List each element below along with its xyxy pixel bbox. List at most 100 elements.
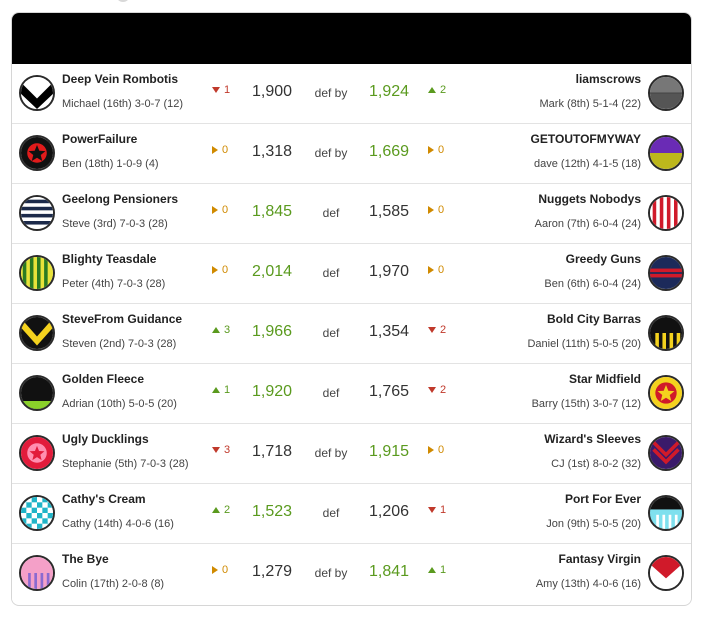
home-team-name: Deep Vein Rombotis xyxy=(62,72,179,86)
match-row[interactable]: Geelong Pensioners Steve (3rd) 7-0-3 (28)… xyxy=(12,184,691,244)
match-row[interactable]: Cathy's Cream Cathy (14th) 4-0-6 (16) 2 1,5… xyxy=(12,484,691,544)
home-coach-record: Ben (18th) 1-0-9 (4) xyxy=(62,158,159,170)
home-rank-change: 3 xyxy=(212,324,230,336)
arrow-right-icon xyxy=(428,206,434,215)
home-team-name: Blighty Teasdale xyxy=(62,252,157,266)
home-coach-record: Steve (3rd) 7-0-3 (28) xyxy=(62,218,168,230)
arrow-down-icon xyxy=(428,387,436,394)
match-result: def xyxy=(322,506,340,520)
away-team-name: Greedy Guns xyxy=(565,252,641,266)
home-coach-record: Cathy (14th) 4-0-6 (16) xyxy=(62,518,174,530)
away-score: 1,924 xyxy=(368,83,410,100)
away-score: 1,915 xyxy=(368,443,410,460)
away-rank-change: 2 xyxy=(428,84,446,96)
match-result: def xyxy=(322,326,340,340)
arrow-right-icon xyxy=(428,266,434,275)
match-result: def by xyxy=(314,446,348,460)
rank-change-value: 2 xyxy=(440,324,447,337)
match-result: def xyxy=(322,386,340,400)
home-rank-change: 0 xyxy=(212,564,228,576)
arrow-up-icon xyxy=(212,387,220,394)
away-score: 1,354 xyxy=(368,323,410,340)
home-rank-change: 1 xyxy=(212,384,230,396)
match-result: def by xyxy=(314,566,348,580)
team-jersey-icon xyxy=(648,375,684,411)
home-team-name: Golden Fleece xyxy=(62,372,145,386)
home-rank-change: 3 xyxy=(212,444,230,456)
rank-change-value: 0 xyxy=(438,204,445,217)
card-header xyxy=(12,13,691,64)
away-coach-record: dave (12th) 4-1-5 (18) xyxy=(534,158,641,170)
arrow-up-icon xyxy=(212,327,220,334)
home-score: 2,014 xyxy=(251,263,293,280)
team-jersey-icon xyxy=(648,495,684,531)
match-row[interactable]: SteveFrom Guidance Steven (2nd) 7-0-3 (28… xyxy=(12,304,691,364)
home-score: 1,318 xyxy=(251,143,293,160)
rank-change-value: 0 xyxy=(222,564,229,577)
away-team-name: Star Midfield xyxy=(568,372,641,386)
match-row[interactable]: Golden Fleece Adrian (10th) 5-0-5 (20) 1 1,… xyxy=(12,364,691,424)
arrow-up-icon xyxy=(428,567,436,574)
arrow-down-icon xyxy=(212,447,220,454)
match-result: def by xyxy=(314,146,348,160)
team-jersey-icon xyxy=(648,255,684,291)
team-jersey-icon xyxy=(19,435,55,471)
away-team-name: Port For Ever xyxy=(564,492,641,506)
match-row[interactable]: PowerFailure Ben (18th) 1-0-9 (4) 0 1,318 de… xyxy=(12,124,691,184)
home-score: 1,845 xyxy=(251,203,293,220)
away-coach-record: Daniel (11th) 5-0-5 (20) xyxy=(527,338,641,350)
match-result: def by xyxy=(314,86,348,100)
away-team-name: liamscrows xyxy=(575,72,641,86)
rank-change-value: 0 xyxy=(222,144,229,157)
home-rank-change: 0 xyxy=(212,204,228,216)
home-team-name: PowerFailure xyxy=(62,132,138,146)
away-coach-record: Amy (13th) 4-0-6 (16) xyxy=(535,578,641,590)
away-score: 1,970 xyxy=(368,263,410,280)
home-team-name: SteveFrom Guidance xyxy=(62,312,183,326)
rank-change-value: 3 xyxy=(224,324,231,337)
match-result: def xyxy=(322,266,340,280)
team-jersey-icon xyxy=(19,75,55,111)
rank-change-value: 1 xyxy=(440,564,447,577)
away-coach-record: Barry (15th) 3-0-7 (12) xyxy=(531,398,641,410)
away-team-name: Nuggets Nobodys xyxy=(538,192,641,206)
rank-change-value: 0 xyxy=(438,144,445,157)
team-jersey-icon xyxy=(19,375,55,411)
arrow-right-icon xyxy=(212,206,218,215)
home-score: 1,920 xyxy=(251,383,293,400)
match-row[interactable]: Ugly Ducklings Stephanie (5th) 7-0-3 (28)… xyxy=(12,424,691,484)
away-score: 1,841 xyxy=(368,563,410,580)
match-row[interactable]: Blighty Teasdale Peter (4th) 7-0-3 (28) 0 2… xyxy=(12,244,691,304)
away-coach-record: CJ (1st) 8-0-2 (32) xyxy=(551,458,641,470)
home-team-name: Geelong Pensioners xyxy=(62,192,179,206)
team-jersey-icon xyxy=(19,255,55,291)
rank-change-value: 0 xyxy=(438,264,445,277)
away-rank-change: 0 xyxy=(428,444,444,456)
home-coach-record: Steven (2nd) 7-0-3 (28) xyxy=(62,338,177,350)
match-result: def xyxy=(322,206,340,220)
match-row[interactable]: Deep Vein Rombotis Michael (16th) 3-0-7 (… xyxy=(12,64,691,124)
home-rank-change: 1 xyxy=(212,84,230,96)
rank-change-value: 2 xyxy=(224,504,231,517)
home-rank-change: 2 xyxy=(212,504,230,516)
team-jersey-icon xyxy=(19,495,55,531)
arrow-up-icon xyxy=(212,507,220,514)
away-rank-change: 0 xyxy=(428,204,444,216)
away-rank-change: 1 xyxy=(428,564,446,576)
rank-change-value: 1 xyxy=(224,84,231,97)
away-score: 1,765 xyxy=(368,383,410,400)
away-rank-change: 2 xyxy=(428,384,446,396)
away-coach-record: Jon (9th) 5-0-5 (20) xyxy=(546,518,641,530)
team-jersey-icon xyxy=(648,315,684,351)
away-team-name: GETOUTOFMYWAY xyxy=(530,132,641,146)
fixture-results-card: Deep Vein Rombotis Michael (16th) 3-0-7 (… xyxy=(11,12,692,606)
away-coach-record: Ben (6th) 6-0-4 (24) xyxy=(544,278,641,290)
home-team-name: Ugly Ducklings xyxy=(62,432,149,446)
away-rank-change: 0 xyxy=(428,264,444,276)
match-row[interactable]: The Bye Colin (17th) 2-0-8 (8) 0 1,279 def b… xyxy=(12,544,691,603)
away-rank-change: 0 xyxy=(428,144,444,156)
arrow-down-icon xyxy=(428,327,436,334)
team-jersey-icon xyxy=(648,195,684,231)
team-jersey-icon xyxy=(648,555,684,591)
rank-change-value: 0 xyxy=(222,264,229,277)
